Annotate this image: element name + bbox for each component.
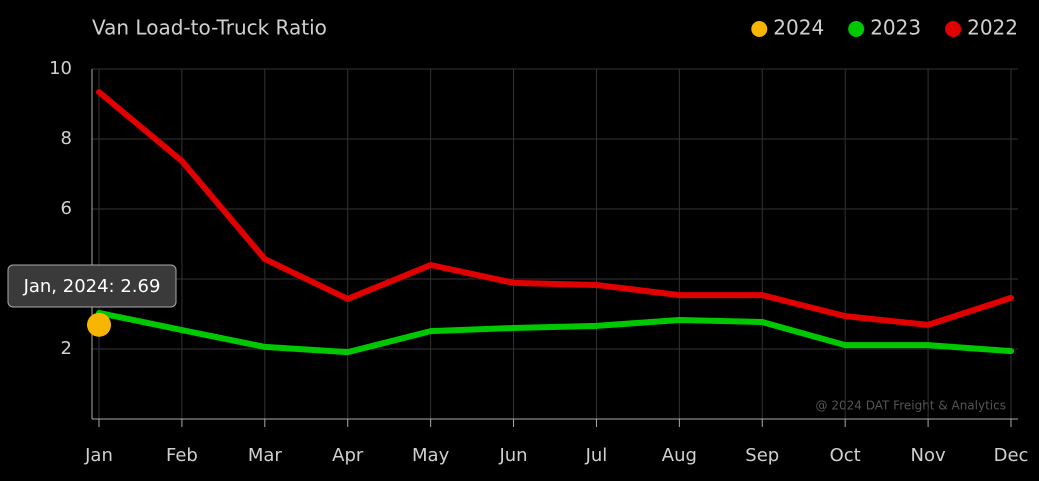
y-tick-label: 10 <box>49 58 72 79</box>
x-tick-label: Jan <box>84 445 113 466</box>
x-tick-label: Oct <box>830 445 861 466</box>
x-tick-label: Dec <box>994 445 1029 466</box>
legend-label: 2022 <box>967 16 1018 40</box>
x-tick-label: May <box>412 445 450 466</box>
y-tick-label: 6 <box>61 198 72 219</box>
legend: 2022 2023 2024 <box>751 16 1018 40</box>
data-point <box>87 312 111 337</box>
legend-label: 2023 <box>870 16 921 40</box>
x-tick-label: Feb <box>166 445 198 466</box>
series-line <box>96 89 1014 328</box>
series-line <box>96 309 1014 356</box>
legend-label: 2024 <box>773 16 824 40</box>
x-tick-label: Mar <box>248 445 283 466</box>
x-tick-label: Nov <box>911 445 946 466</box>
tooltip: Jan, 2024: 2.69 <box>7 264 177 308</box>
legend-swatch <box>751 21 768 37</box>
y-tick-label: 2 <box>61 338 72 359</box>
y-tick-label: 8 <box>61 128 72 149</box>
x-tick-label: Jul <box>585 445 608 466</box>
chart-title: Van Load-to-Truck Ratio <box>92 16 327 40</box>
x-tick-label: Sep <box>745 445 779 466</box>
grid <box>92 68 1018 419</box>
credit: @ 2024 DAT Freight & Analytics <box>816 399 1006 413</box>
legend-swatch <box>848 21 865 37</box>
x-tick-label: Jun <box>498 445 527 466</box>
x-tick-label: Apr <box>332 445 364 466</box>
legend-swatch <box>945 21 962 37</box>
x-tick-label: Aug <box>662 445 697 466</box>
tooltip-text: Jan, 2024: 2.69 <box>23 276 161 297</box>
tooltip-box <box>7 264 177 308</box>
